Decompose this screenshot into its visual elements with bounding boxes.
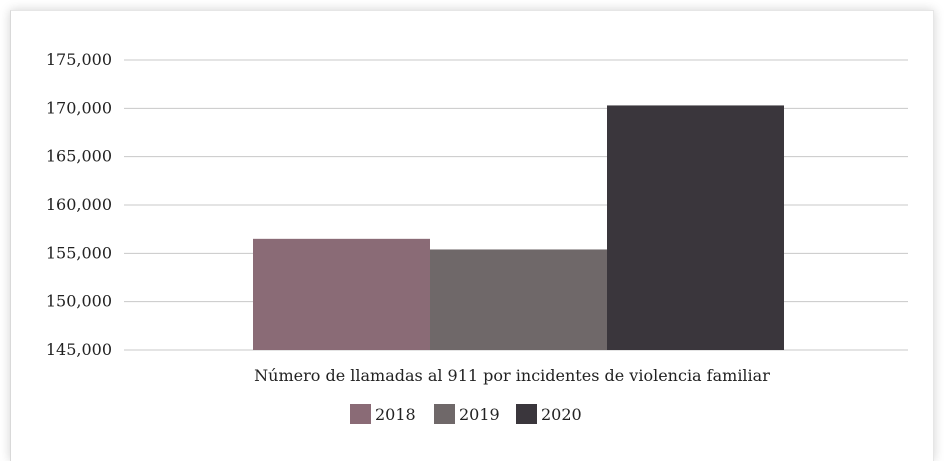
y-tick-label: 155,000	[46, 243, 112, 262]
y-tick-label: 175,000	[46, 50, 112, 69]
bars	[253, 105, 784, 350]
legend-label-2020: 2020	[541, 405, 582, 424]
y-tick-label: 150,000	[46, 292, 112, 311]
legend-label-2019: 2019	[459, 405, 500, 424]
legend-swatch-2020	[516, 404, 537, 424]
bar-2020	[607, 105, 784, 350]
y-tick-label: 145,000	[46, 340, 112, 359]
legend: 2018 2019 2020	[350, 404, 582, 424]
y-tick-label: 170,000	[46, 98, 112, 117]
legend-label-2018: 2018	[375, 405, 416, 424]
y-tick-label: 160,000	[46, 195, 112, 214]
y-axis-tick-labels: 145,000 150,000 155,000 160,000 165,000 170,0…	[46, 50, 112, 359]
bar-chart: 145,000 150,000 155,000 160,000 165,000 170,0…	[46, 50, 908, 424]
legend-swatch-2019	[434, 404, 455, 424]
bar-2019	[430, 249, 607, 350]
x-axis-category-label: Número de llamadas al 911 por incidentes…	[254, 366, 770, 385]
y-tick-label: 165,000	[46, 147, 112, 166]
bar-2018	[253, 238, 430, 350]
legend-swatch-2018	[350, 404, 371, 424]
